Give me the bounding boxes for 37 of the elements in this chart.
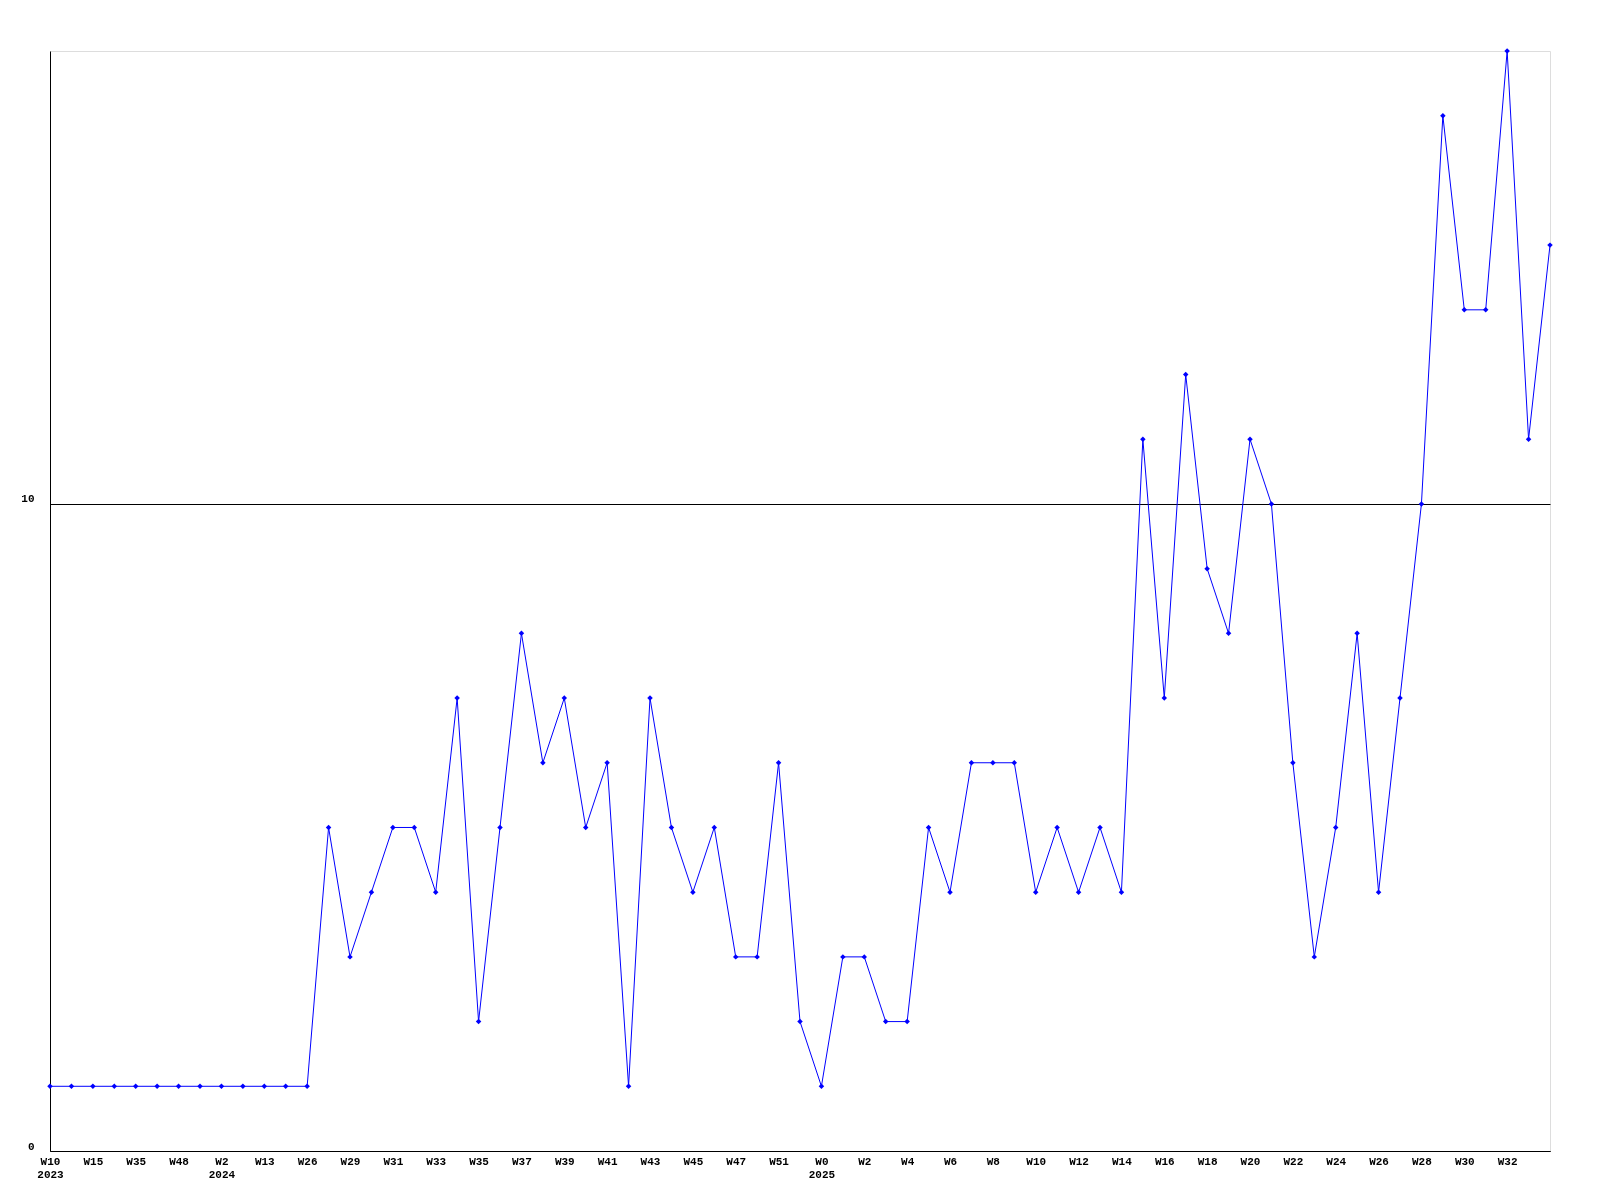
x-tick-label: W18 [1197,1155,1218,1168]
x-tick-label: W16 [1154,1155,1175,1168]
x-tick-label: W47 [726,1155,747,1168]
x-tick-label: W6 [943,1155,958,1168]
x-tick-label: W4 [901,1155,915,1168]
x-tick-label: W51 [769,1155,790,1168]
x-tick-label: W2 [858,1155,872,1168]
x-tick-label: W13 [254,1155,276,1168]
x-tick-label: W0 2025 [808,1155,836,1181]
x-tick-label: W26 [1369,1155,1389,1168]
x-tick-label: W30 [1454,1155,1475,1168]
x-tick-label: W28 [1412,1155,1433,1168]
x-tick-label: W29 [340,1155,361,1168]
x-tick-label: W39 [554,1155,575,1168]
y-tick-label: 10 [21,493,35,506]
y-tick-label: 0 [27,1140,35,1153]
x-tick-label: W35 [469,1155,490,1168]
x-tick-label: W2 2024 [208,1155,236,1181]
x-tick-label: W43 [640,1155,661,1168]
x-tick-label: W12 [1069,1155,1089,1168]
x-tick-label: W41 [597,1155,618,1168]
x-tick-label: W31 [383,1155,404,1168]
x-tick-label: W35 [126,1155,147,1168]
x-tick-label: W48 [169,1155,190,1168]
x-tick-label: W22 [1283,1155,1304,1168]
x-tick-label: W10 [1026,1155,1047,1168]
x-tick-label: W14 [1112,1155,1133,1168]
x-tick-label: W15 [83,1155,104,1168]
x-tick-label: W20 [1240,1155,1261,1168]
x-tick-label: W32 [1497,1155,1518,1168]
x-tick-label: W8 [986,1155,1001,1168]
x-tick-label: W10 2023 [37,1155,65,1181]
x-tick-label: W33 [426,1155,447,1168]
x-tick-label: W45 [683,1155,704,1168]
x-tick-label: W37 [512,1155,532,1168]
x-tick-label: W26 [297,1155,318,1168]
x-tick-label: W24 [1326,1155,1347,1168]
